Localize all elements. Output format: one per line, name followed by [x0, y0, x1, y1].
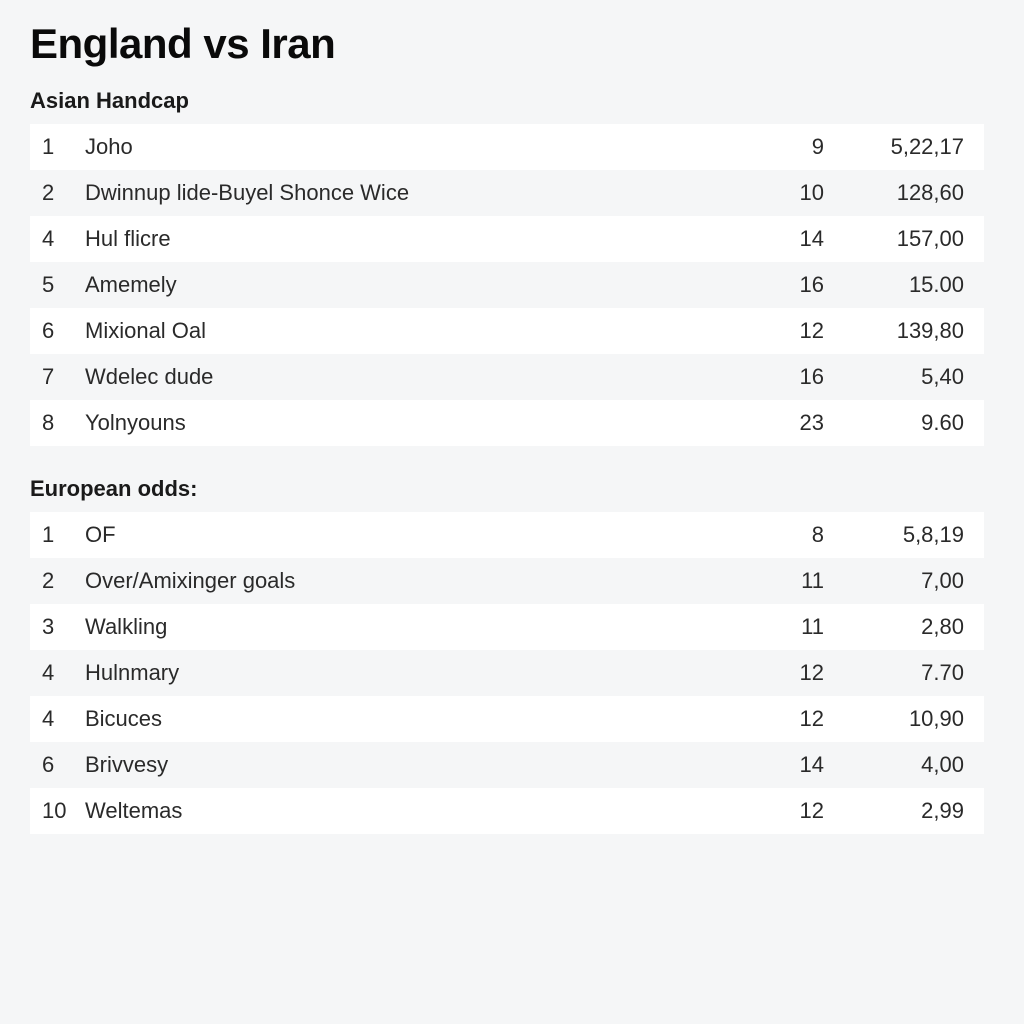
european-odds-table: 1 OF 8 5,8,19 2 Over/Amixinger goals 11 … — [30, 512, 984, 834]
table-row: 8 Yolnyouns 23 9.60 — [30, 400, 984, 446]
rank-cell: 8 — [30, 410, 85, 436]
val1-cell: 8 — [744, 522, 844, 548]
val1-cell: 16 — [744, 364, 844, 390]
name-cell: Amemely — [85, 272, 744, 298]
table-row: 5 Amemely 16 15.00 — [30, 262, 984, 308]
asian-handicap-header: Asian Handcap — [30, 88, 984, 114]
val1-cell: 12 — [744, 660, 844, 686]
val2-cell: 2,99 — [844, 798, 984, 824]
val2-cell: 9.60 — [844, 410, 984, 436]
val2-cell: 7.70 — [844, 660, 984, 686]
table-row: 10 Weltemas 12 2,99 — [30, 788, 984, 834]
name-cell: Walkling — [85, 614, 744, 640]
table-row: 3 Walkling 11 2,80 — [30, 604, 984, 650]
table-row: 4 Hulnmary 12 7.70 — [30, 650, 984, 696]
rank-cell: 1 — [30, 522, 85, 548]
name-cell: Hul flicre — [85, 226, 744, 252]
rank-cell: 6 — [30, 318, 85, 344]
table-row: 2 Dwinnup lide-Buyel Shonce Wice 10 128,… — [30, 170, 984, 216]
val1-cell: 9 — [744, 134, 844, 160]
table-row: 6 Mixional Oal 12 139,80 — [30, 308, 984, 354]
val1-cell: 14 — [744, 752, 844, 778]
name-cell: Yolnyouns — [85, 410, 744, 436]
name-cell: Joho — [85, 134, 744, 160]
val1-cell: 16 — [744, 272, 844, 298]
name-cell: Hulnmary — [85, 660, 744, 686]
rank-cell: 4 — [30, 660, 85, 686]
val1-cell: 10 — [744, 180, 844, 206]
name-cell: Dwinnup lide-Buyel Shonce Wice — [85, 180, 744, 206]
val2-cell: 128,60 — [844, 180, 984, 206]
table-row: 1 OF 8 5,8,19 — [30, 512, 984, 558]
rank-cell: 4 — [30, 226, 85, 252]
rank-cell: 5 — [30, 272, 85, 298]
val2-cell: 5,8,19 — [844, 522, 984, 548]
name-cell: Bicuces — [85, 706, 744, 732]
val2-cell: 10,90 — [844, 706, 984, 732]
rank-cell: 4 — [30, 706, 85, 732]
page-title: England vs Iran — [30, 20, 984, 68]
rank-cell: 7 — [30, 364, 85, 390]
table-row: 6 Brivvesy 14 4,00 — [30, 742, 984, 788]
val1-cell: 23 — [744, 410, 844, 436]
european-odds-header: European odds: — [30, 476, 984, 502]
name-cell: Over/Amixinger goals — [85, 568, 744, 594]
rank-cell: 6 — [30, 752, 85, 778]
table-row: 7 Wdelec dude 16 5,40 — [30, 354, 984, 400]
val2-cell: 5,22,17 — [844, 134, 984, 160]
val2-cell: 2,80 — [844, 614, 984, 640]
val2-cell: 4,00 — [844, 752, 984, 778]
val2-cell: 7,00 — [844, 568, 984, 594]
val2-cell: 5,40 — [844, 364, 984, 390]
name-cell: Mixional Oal — [85, 318, 744, 344]
val1-cell: 11 — [744, 614, 844, 640]
table-row: 4 Hul flicre 14 157,00 — [30, 216, 984, 262]
table-row: 2 Over/Amixinger goals 11 7,00 — [30, 558, 984, 604]
asian-handicap-table: 1 Joho 9 5,22,17 2 Dwinnup lide-Buyel Sh… — [30, 124, 984, 446]
val1-cell: 12 — [744, 798, 844, 824]
val1-cell: 14 — [744, 226, 844, 252]
rank-cell: 2 — [30, 568, 85, 594]
val1-cell: 12 — [744, 706, 844, 732]
val2-cell: 157,00 — [844, 226, 984, 252]
val1-cell: 12 — [744, 318, 844, 344]
rank-cell: 1 — [30, 134, 85, 160]
val1-cell: 11 — [744, 568, 844, 594]
val2-cell: 139,80 — [844, 318, 984, 344]
table-row: 4 Bicuces 12 10,90 — [30, 696, 984, 742]
val2-cell: 15.00 — [844, 272, 984, 298]
name-cell: OF — [85, 522, 744, 548]
table-row: 1 Joho 9 5,22,17 — [30, 124, 984, 170]
rank-cell: 10 — [30, 798, 85, 824]
name-cell: Wdelec dude — [85, 364, 744, 390]
rank-cell: 2 — [30, 180, 85, 206]
name-cell: Brivvesy — [85, 752, 744, 778]
name-cell: Weltemas — [85, 798, 744, 824]
rank-cell: 3 — [30, 614, 85, 640]
